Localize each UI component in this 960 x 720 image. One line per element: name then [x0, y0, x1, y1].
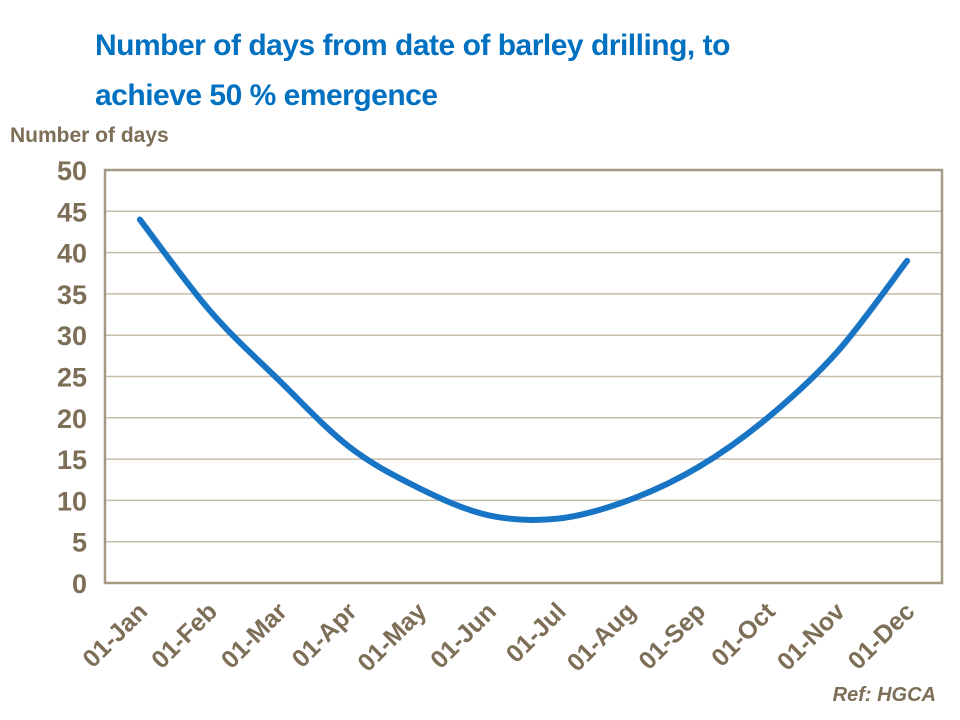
y-tick-label: 45 [57, 197, 87, 227]
y-tick-label: 0 [72, 569, 87, 599]
y-axis-label: Number of days [10, 124, 169, 147]
plot-border [103, 168, 944, 585]
x-tick-label: 01-Apr [287, 597, 363, 673]
data-curve [136, 216, 911, 523]
y-tick-label: 5 [72, 528, 87, 558]
y-tick-label: 15 [57, 445, 87, 475]
x-tick-label: 01-Sep [633, 597, 711, 675]
y-tick-label: 50 [57, 156, 87, 186]
chart-title: Number of days from date of barley drill… [95, 21, 835, 121]
y-tick-label: 40 [57, 239, 87, 269]
y-tick-label: 20 [57, 404, 87, 434]
x-tick-label: 01-Dec [843, 597, 921, 675]
chart-title-line1: Number of days from date of barley drill… [95, 29, 730, 62]
x-tick-label: 01-Nov [772, 597, 851, 676]
y-tick-label: 25 [57, 363, 87, 393]
x-tick-label: 01-Mar [216, 597, 293, 674]
x-tick-label: 01-Jun [425, 597, 502, 674]
x-tick-label: 01-Jan [77, 597, 153, 673]
chart-title-line2: achieve 50 % emergence [95, 79, 438, 112]
x-tick-label: 01-Feb [146, 597, 223, 674]
x-tick-label: 01-May [352, 597, 432, 677]
reference-note: Ref: HGCA [832, 684, 936, 706]
y-tick-label: 30 [57, 321, 87, 351]
y-tick-label: 10 [57, 486, 87, 516]
x-tick-label: 01-Oct [706, 597, 781, 672]
y-tick-label: 35 [57, 280, 87, 310]
x-tick-label: 01-Aug [562, 597, 642, 677]
